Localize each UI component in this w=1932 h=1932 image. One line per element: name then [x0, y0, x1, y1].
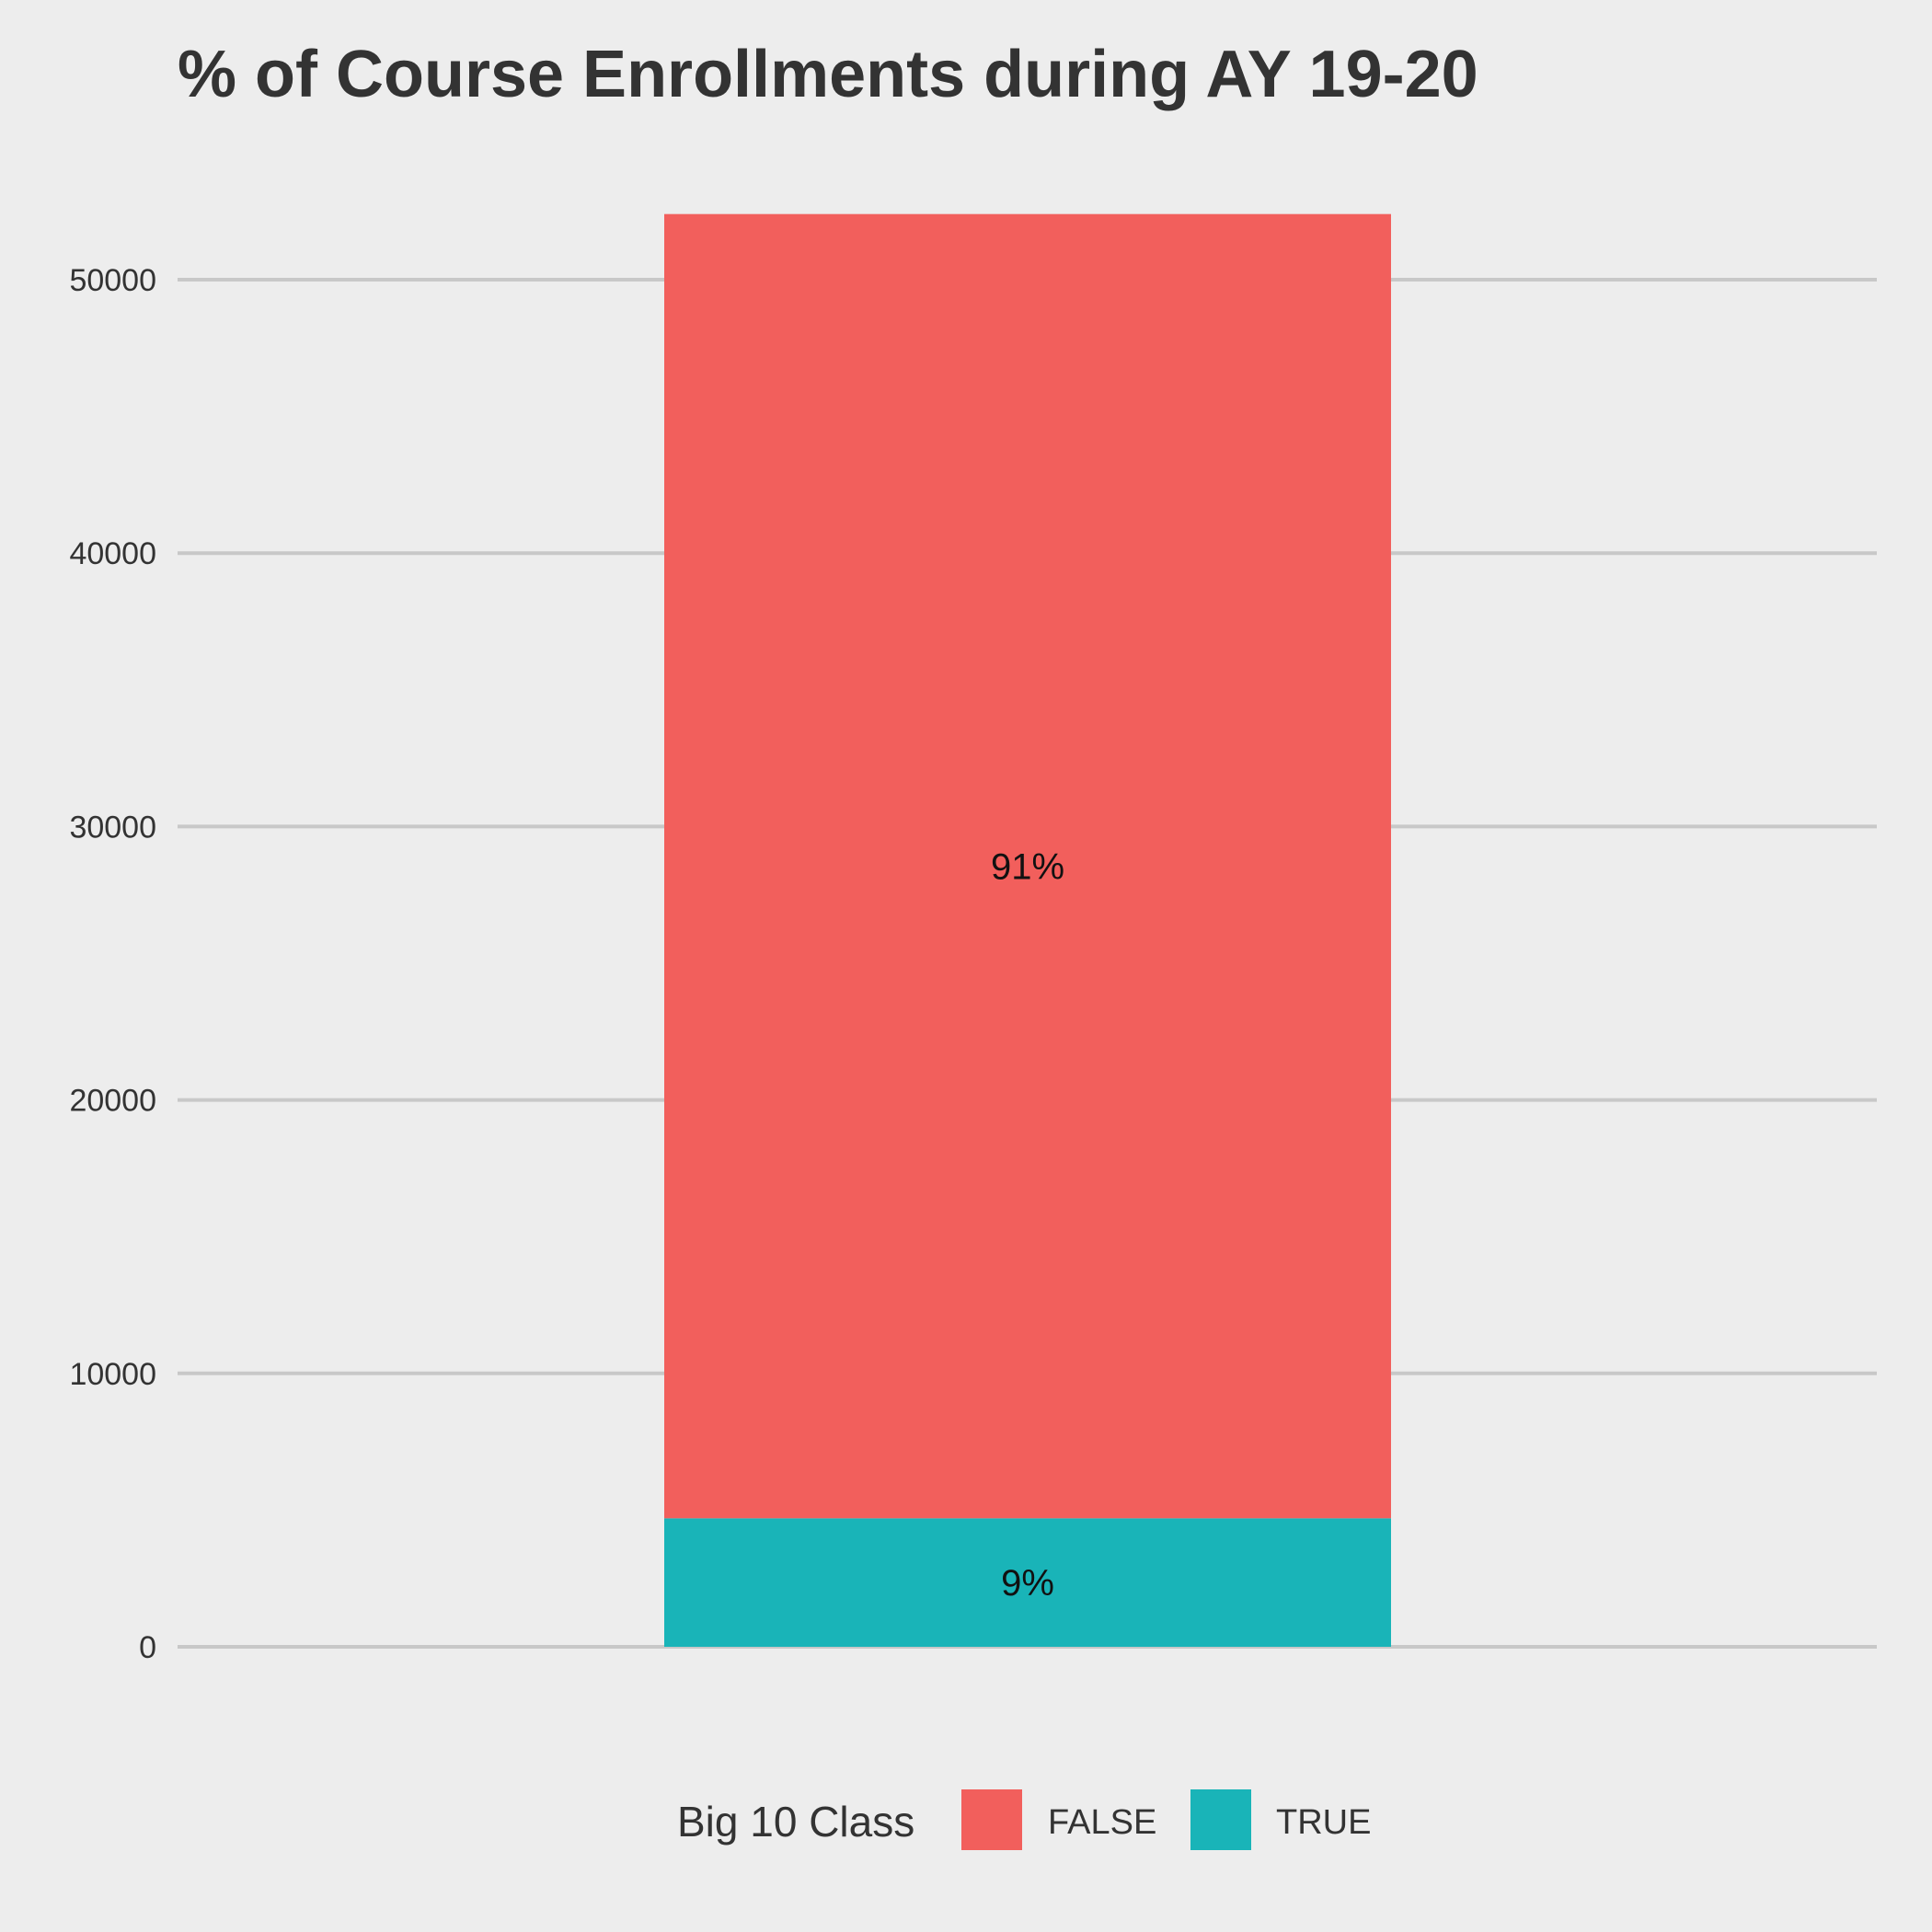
legend-title: Big 10 Class [677, 1798, 914, 1846]
legend-swatch-true [1190, 1789, 1251, 1850]
y-tick-label: 0 [139, 1630, 156, 1665]
legend-label-false: FALSE [1048, 1803, 1156, 1842]
y-tick-label: 40000 [69, 536, 156, 571]
legend-label-true: TRUE [1276, 1803, 1371, 1842]
y-tick-label: 20000 [69, 1084, 156, 1119]
bars [664, 213, 1391, 1647]
bar-labels: 9% 91% [991, 846, 1064, 1604]
chart-title: % of Course Enrollments during AY 19-20 [178, 38, 1478, 111]
y-tick-label: 10000 [69, 1357, 156, 1392]
bar-segment-true [664, 1518, 1391, 1647]
y-axis-ticks: 0 10000 20000 30000 40000 50000 [69, 263, 156, 1665]
y-tick-label: 50000 [69, 263, 156, 298]
legend: Big 10 Class FALSE TRUE [677, 1789, 1371, 1850]
legend-swatch-false [961, 1789, 1022, 1850]
bar-label-true: 9% [1001, 1563, 1054, 1604]
y-tick-label: 30000 [69, 810, 156, 845]
bar-segment-false [664, 213, 1391, 1519]
bar-label-false: 91% [991, 846, 1064, 887]
